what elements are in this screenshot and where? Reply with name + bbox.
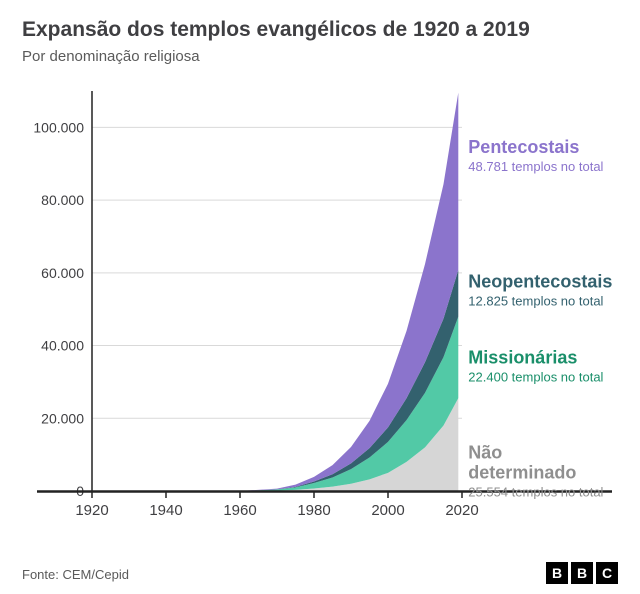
x-tick-label: 1960	[223, 502, 256, 519]
x-tick-label: 1980	[297, 502, 330, 519]
series-label-nao_det: Não	[468, 442, 502, 462]
series-sub-mission: 22.400 templos no total	[468, 370, 603, 385]
chart-title: Expansão dos templos evangélicos de 1920…	[22, 18, 618, 42]
y-tick-label: 100.000	[33, 119, 84, 135]
x-tick-label: 2000	[371, 502, 404, 519]
y-tick-label: 40.000	[41, 338, 84, 354]
series-label-mission: Missionárias	[468, 348, 577, 368]
source-footer: Fonte: CEM/Cepid	[22, 567, 129, 582]
series-label-nao_det-2: determinado	[468, 462, 576, 482]
bbc-logo-b2: B	[571, 562, 593, 584]
x-tick-label: 1920	[75, 502, 108, 519]
y-tick-label: 20.000	[41, 410, 84, 426]
area-chart-svg: 020.00040.00060.00080.000100.00019201940…	[22, 83, 618, 533]
series-label-neopent: Neopentecostais	[468, 271, 612, 291]
bbc-logo: B B C	[546, 562, 618, 584]
y-tick-label: 60.000	[41, 265, 84, 281]
chart-subtitle: Por denominação religiosa	[22, 48, 618, 65]
series-sub-nao_det: 25.554 templos no total	[468, 484, 603, 499]
series-sub-pentec: 48.781 templos no total	[468, 159, 603, 174]
y-tick-label: 80.000	[41, 192, 84, 208]
x-tick-label: 2020	[445, 502, 478, 519]
chart-area: 020.00040.00060.00080.000100.00019201940…	[22, 83, 618, 533]
x-tick-label: 1940	[149, 502, 182, 519]
series-label-pentec: Pentecostais	[468, 137, 579, 157]
bbc-logo-b1: B	[546, 562, 568, 584]
series-sub-neopent: 12.825 templos no total	[468, 293, 603, 308]
bbc-logo-c: C	[596, 562, 618, 584]
